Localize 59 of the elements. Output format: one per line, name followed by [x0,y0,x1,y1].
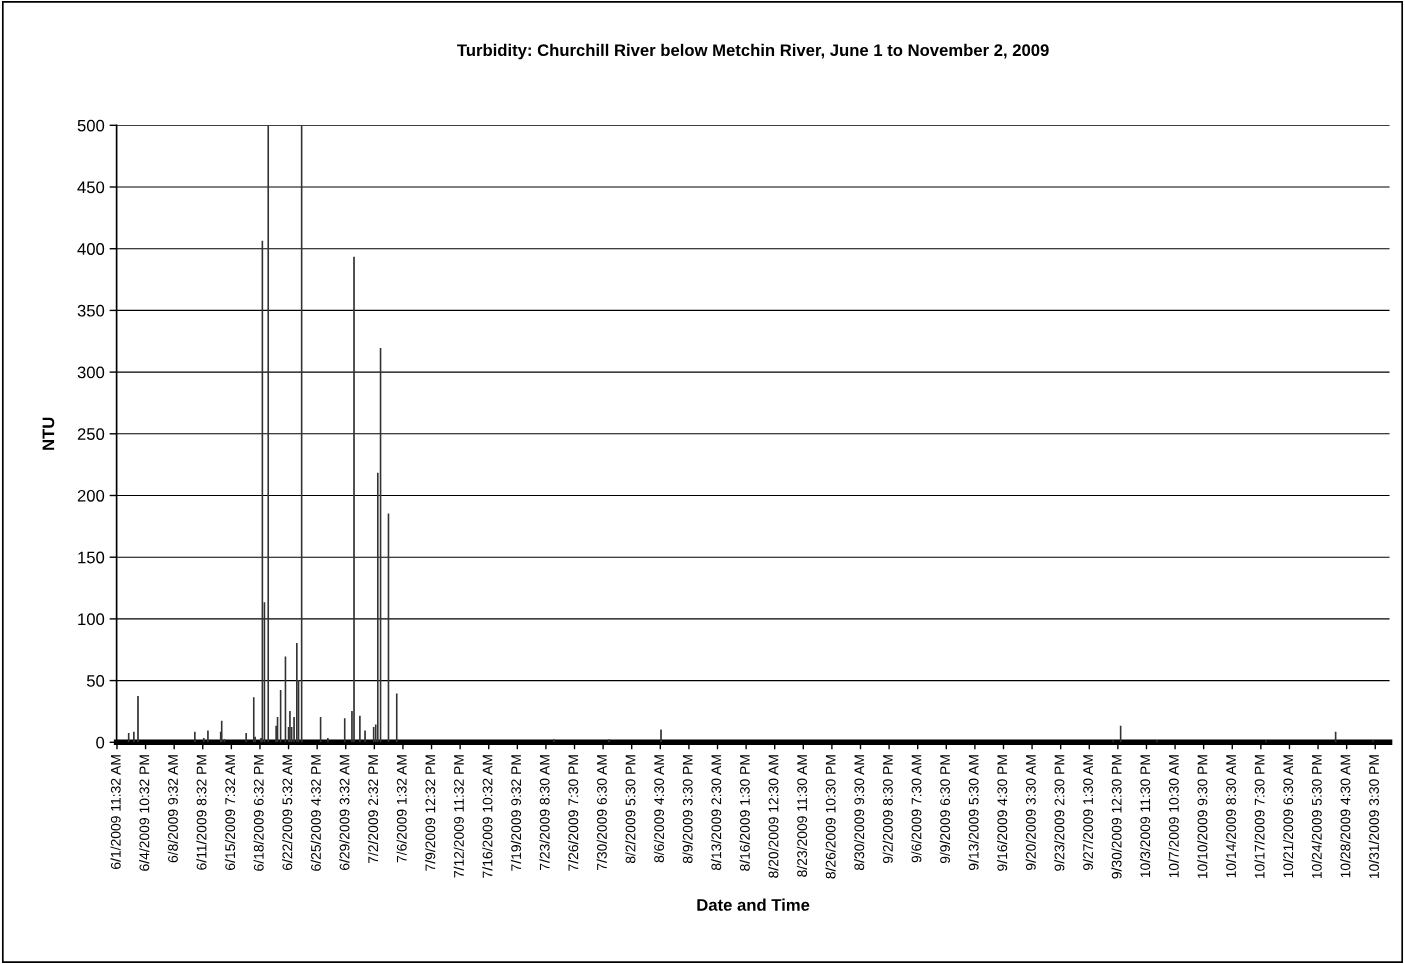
x-tick-label: 8/16/2009 1:30 PM [739,755,750,871]
x-tick-label: 9/6/2009 7:30 AM [911,755,922,863]
x-tick-label: 7/16/2009 10:32 AM [482,755,493,878]
chart-title: Turbidity: Churchill River below Metchin River, June 1 to November 2, 2009 [457,43,1049,60]
x-tick-label: 6/29/2009 3:32 AM [339,755,350,870]
x-tick-label: 10/10/2009 9:30 PM [1197,755,1208,879]
x-tick-label: 7/9/2009 12:32 PM [425,755,436,871]
y-tick-label: 200 [77,489,105,502]
x-tick-label: 8/23/2009 11:30 AM [796,755,808,877]
y-tick-label: 250 [77,428,105,440]
x-tick-label: 10/24/2009 5:30 PM [1311,755,1322,879]
x-tick-label: 10/17/2009 7:30 PM [1254,755,1265,879]
x-tick-label: 8/6/2009 4:30 AM [653,755,665,863]
y-tick-label: 300 [77,366,105,379]
y-tick-label: 450 [77,181,105,194]
x-tick-label: 9/27/2009 1:30 AM [1082,755,1093,871]
x-tick-label: 7/2/2009 2:32 PM [367,755,379,864]
x-tick-label: 6/25/2009 4:32 PM [310,755,321,871]
x-tick-label: 9/20/2009 3:30 AM [1025,755,1036,871]
x-tick-label: 6/4/2009 10:32 PM [139,755,150,871]
y-tick-label: 50 [86,674,105,687]
y-tick-label: 350 [77,304,105,317]
y-tick-label: 500 [77,119,105,132]
x-tick-label: 7/6/2009 1:32 AM [396,755,407,863]
x-tick-label: 9/16/2009 4:30 PM [997,755,1008,871]
x-tick-label: 7/19/2009 9:32 PM [510,755,522,871]
x-tick-label: 10/14/2009 8:30 AM [1225,755,1236,878]
x-tick-label: 7/26/2009 7:30 PM [568,755,579,871]
x-tick-label: 8/9/2009 3:30 PM [682,755,693,864]
x-tick-label: 6/8/2009 9:32 AM [167,755,178,863]
y-axis-title: NTU [42,417,55,450]
x-tick-label: 10/7/2009 10:30 AM [1168,755,1179,878]
x-tick-label: 8/20/2009 12:30 AM [768,755,779,878]
x-tick-label: 9/13/2009 5:30 AM [968,755,979,871]
x-tick-label: 6/18/2009 6:32 PM [253,755,264,871]
x-tick-label: 9/2/2009 8:30 PM [882,755,893,864]
x-tick-label: 6/1/2009 11:32 AM [110,755,121,869]
x-tick-label: 8/30/2009 9:30 AM [854,755,865,871]
x-tick-label: 9/9/2009 6:30 PM [939,755,951,864]
x-tick-label: 8/2/2009 5:30 PM [625,755,636,864]
x-tick-label: 8/13/2009 2:30 AM [711,755,722,871]
x-tick-label: 9/30/2009 12:30 PM [1111,755,1122,879]
x-tick-label: 7/30/2009 6:30 AM [596,755,607,870]
x-tick-label: 6/15/2009 7:32 AM [224,755,236,870]
x-axis-title: Date and Time [697,898,810,911]
x-tick-label: 8/26/2009 10:30 PM [825,755,836,879]
x-tick-label: 10/3/2009 11:30 PM [1139,755,1151,878]
x-tick-label: 10/21/2009 6:30 AM [1282,755,1294,878]
y-tick-label: 100 [78,613,105,626]
x-tick-label: 9/23/2009 2:30 PM [1054,755,1065,871]
x-tick-label: 6/22/2009 5:32 AM [282,755,293,870]
x-tick-label: 7/12/2009 11:32 PM [453,755,464,878]
x-tick-label: 10/31/2009 3:30 PM [1368,755,1379,879]
y-tick-label: 400 [77,243,105,255]
y-tick-label: 0 [96,736,105,749]
x-tick-label: 6/11/2009 8:32 PM [196,755,207,870]
x-tick-label: 7/23/2009 8:30 AM [539,755,550,870]
x-tick-label: 10/28/2009 4:30 AM [1340,755,1351,878]
y-tick-label: 150 [78,551,105,564]
